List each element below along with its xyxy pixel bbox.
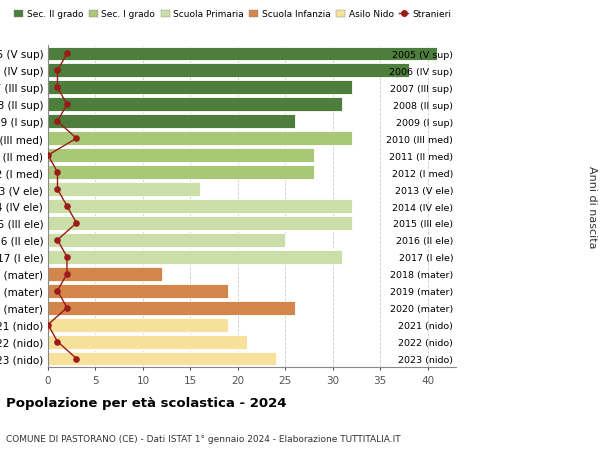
- Point: [53, 287, 62, 295]
- Bar: [48, 166, 314, 179]
- Bar: [48, 335, 247, 349]
- Point: [43, 152, 53, 159]
- Point: [71, 355, 81, 363]
- Bar: [48, 81, 352, 95]
- Bar: [48, 234, 285, 247]
- Bar: [48, 132, 352, 146]
- Point: [62, 101, 72, 109]
- Point: [71, 135, 81, 143]
- Text: COMUNE DI PASTORANO (CE) - Dati ISTAT 1° gennaio 2024 - Elaborazione TUTTITALIA.: COMUNE DI PASTORANO (CE) - Dati ISTAT 1°…: [6, 434, 401, 442]
- Point: [71, 220, 81, 227]
- Point: [53, 84, 62, 92]
- Text: Popolazione per età scolastica - 2024: Popolazione per età scolastica - 2024: [6, 396, 287, 409]
- Point: [53, 186, 62, 193]
- Bar: [48, 47, 437, 62]
- Point: [43, 321, 53, 329]
- Bar: [48, 250, 342, 264]
- Point: [53, 118, 62, 126]
- Point: [53, 338, 62, 346]
- Bar: [48, 267, 162, 281]
- Bar: [48, 318, 228, 332]
- Point: [62, 203, 72, 210]
- Point: [53, 237, 62, 244]
- Point: [53, 67, 62, 75]
- Bar: [48, 64, 409, 78]
- Bar: [48, 301, 295, 315]
- Legend: Sec. II grado, Sec. I grado, Scuola Primaria, Scuola Infanzia, Asilo Nido, Stran: Sec. II grado, Sec. I grado, Scuola Prim…: [11, 7, 455, 23]
- Bar: [48, 217, 352, 230]
- Point: [53, 169, 62, 176]
- Bar: [48, 149, 314, 163]
- Text: Anni di nascita: Anni di nascita: [587, 165, 597, 248]
- Point: [62, 270, 72, 278]
- Point: [62, 50, 72, 58]
- Point: [62, 304, 72, 312]
- Bar: [48, 284, 228, 298]
- Point: [62, 254, 72, 261]
- Bar: [48, 352, 276, 366]
- Bar: [48, 200, 352, 213]
- Bar: [48, 115, 295, 129]
- Bar: [48, 98, 342, 112]
- Bar: [48, 183, 200, 196]
